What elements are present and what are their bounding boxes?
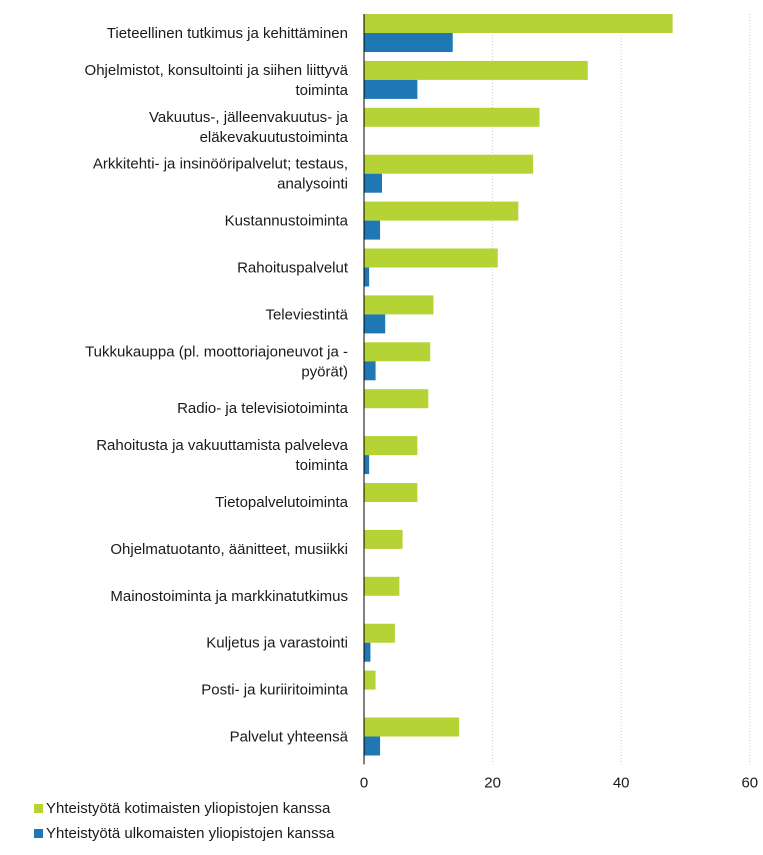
bar-foreign-7	[364, 361, 376, 381]
bar-foreign-4	[364, 220, 381, 240]
category-label-3: Arkkitehti- ja insinööripalvelut; testau…	[93, 156, 348, 193]
category-label-14: Posti- ja kuriiritoiminta	[201, 682, 348, 699]
bar-foreign-6	[364, 314, 386, 334]
legend-swatch-foreign	[34, 829, 43, 838]
bar-domestic-9	[364, 436, 418, 456]
category-label-line: Radio- ja televisiotoiminta	[177, 400, 349, 417]
x-tick-labels: 0 20 40 60	[360, 774, 758, 791]
legend: Yhteistyötä kotimaisten yliopistojen kan…	[34, 796, 335, 846]
category-label-5: Rahoituspalvelut	[237, 260, 349, 277]
x-tick-0: 0	[360, 774, 368, 791]
category-label-line: Tukkukauppa (pl. moottoriajoneuvot ja -	[85, 343, 348, 360]
bar-chart: Tieteellinen tutkimus ja kehittäminen Ohj…	[85, 14, 758, 791]
bar-domestic-3	[364, 154, 534, 174]
category-label-line: analysointi	[277, 176, 348, 193]
bars	[364, 14, 673, 756]
bar-domestic-12	[364, 576, 400, 596]
category-label-6: Televiestintä	[265, 306, 348, 323]
bar-domestic-7	[364, 342, 431, 362]
x-tick-20: 20	[484, 774, 501, 791]
category-label-line: toiminta	[295, 82, 348, 99]
category-label-15: Palvelut yhteensä	[230, 729, 349, 746]
category-label-line: Mainostoiminta ja markkinatutkimus	[110, 588, 348, 605]
category-label-10: Tietopalvelutoiminta	[215, 494, 349, 511]
bar-foreign-15	[364, 736, 381, 756]
bar-domestic-2	[364, 107, 540, 127]
x-tick-60: 60	[741, 774, 758, 791]
category-label-1: Ohjelmistot, konsultointi ja siihen liit…	[85, 62, 349, 99]
category-label-0: Tieteellinen tutkimus ja kehittäminen	[107, 25, 348, 42]
category-label-line: Posti- ja kuriiritoiminta	[201, 682, 348, 699]
category-label-9: Rahoitusta ja vakuuttamista palveleva toi…	[96, 437, 348, 474]
category-label-line: Rahoituspalvelut	[237, 260, 349, 277]
bar-foreign-1	[364, 79, 418, 99]
bar-domestic-1	[364, 60, 588, 80]
x-tick-40: 40	[613, 774, 630, 791]
category-label-line: pyörät)	[301, 363, 348, 380]
category-label-11: Ohjelmatuotanto, äänitteet, musiikki	[110, 541, 348, 558]
category-label-line: Ohjelmistot, konsultointi ja siihen liit…	[85, 62, 349, 79]
category-label-4: Kustannustoiminta	[225, 213, 349, 230]
category-label-line: Arkkitehti- ja insinööripalvelut; testau…	[93, 156, 348, 173]
legend-item-domestic: Yhteistyötä kotimaisten yliopistojen kan…	[34, 796, 335, 821]
category-label-line: Televiestintä	[265, 306, 348, 323]
legend-label-domestic: Yhteistyötä kotimaisten yliopistojen kan…	[46, 800, 331, 817]
bar-domestic-14	[364, 670, 376, 690]
category-label-8: Radio- ja televisiotoiminta	[177, 400, 349, 417]
category-label-12: Mainostoiminta ja markkinatutkimus	[110, 588, 348, 605]
legend-swatch-domestic	[34, 804, 43, 813]
category-label-line: toiminta	[295, 457, 348, 474]
legend-label-foreign: Yhteistyötä ulkomaisten yliopistojen kan…	[46, 825, 335, 842]
bar-foreign-9	[364, 455, 370, 475]
category-labels: Tieteellinen tutkimus ja kehittäminen Ohj…	[85, 25, 349, 746]
category-label-7: Tukkukauppa (pl. moottoriajoneuvot ja - p…	[85, 343, 348, 380]
bar-domestic-15	[364, 717, 460, 737]
category-label-line: Tietopalvelutoiminta	[215, 494, 349, 511]
category-label-line: Tieteellinen tutkimus ja kehittäminen	[107, 25, 348, 42]
bar-domestic-6	[364, 295, 434, 315]
bar-domestic-8	[364, 389, 429, 409]
bar-domestic-5	[364, 248, 498, 268]
category-label-line: Rahoitusta ja vakuuttamista palveleva	[96, 437, 348, 454]
legend-item-foreign: Yhteistyötä ulkomaisten yliopistojen kan…	[34, 821, 335, 846]
bar-domestic-0	[364, 14, 673, 33]
category-label-line: Kustannustoiminta	[225, 213, 349, 230]
bar-foreign-0	[364, 33, 453, 52]
bar-foreign-5	[364, 267, 370, 287]
category-label-line: Vakuutus-, jälleenvakuutus- ja	[149, 109, 349, 126]
bar-domestic-11	[364, 529, 403, 549]
bar-domestic-4	[364, 201, 519, 221]
bar-foreign-3	[364, 173, 383, 193]
bar-domestic-10	[364, 483, 418, 502]
category-label-13: Kuljetus ja varastointi	[206, 635, 348, 652]
category-label-line: Palvelut yhteensä	[230, 729, 349, 746]
category-label-line: Ohjelmatuotanto, äänitteet, musiikki	[110, 541, 348, 558]
bar-domestic-13	[364, 623, 395, 643]
category-label-2: Vakuutus-, jälleenvakuutus- ja eläkevakuu…	[149, 109, 349, 146]
gridlines	[492, 14, 751, 765]
category-label-line: eläkevakuutustoiminta	[200, 129, 349, 146]
bar-foreign-13	[364, 642, 371, 662]
category-label-line: Kuljetus ja varastointi	[206, 635, 348, 652]
